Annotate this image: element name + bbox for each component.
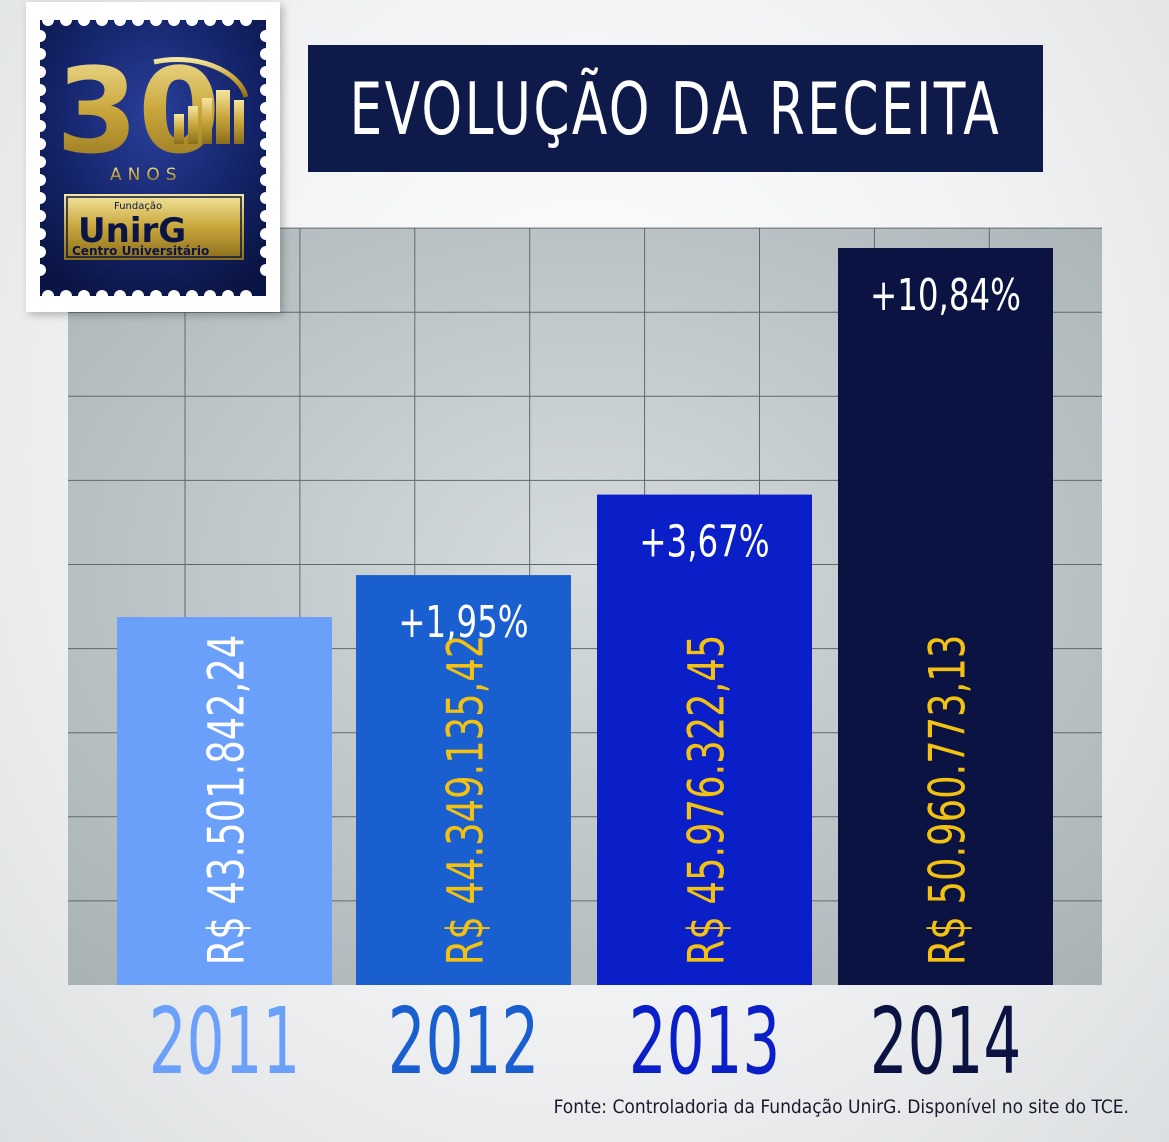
value-label-2012: R$ 44.349.135,42	[437, 635, 495, 966]
bar-2011	[117, 617, 332, 985]
bar-2012	[356, 575, 571, 985]
growth-label-2014: +10,84%	[870, 271, 1021, 321]
value-label-2014: R$ 50.960.773,13	[919, 635, 977, 966]
page-title: EVOLUÇÃO DA RECEITA	[349, 66, 1002, 151]
year-label-2013: 2013	[629, 988, 781, 1095]
title-banner: EVOLUÇÃO DA RECEITA	[308, 45, 1043, 172]
growth-label-2012: +1,95%	[398, 598, 528, 648]
value-label-2013: R$ 45.976.322,45	[678, 635, 736, 966]
unirg-30-anos-logo: 30 ANOS Fundação UnirG Centro Universitá…	[34, 14, 272, 302]
bar-2014	[838, 248, 1053, 985]
logo-fundacao: Fundação	[114, 201, 162, 212]
source-note: Fonte: Controladoria da Fundação UnirG. …	[553, 1096, 1129, 1118]
value-label-2011: R$ 43.501.842,24	[198, 635, 256, 966]
logo-brand: UnirG	[78, 211, 186, 251]
bar-2013	[597, 494, 812, 985]
logo-stamp: 30 ANOS Fundação UnirG Centro Universitá…	[26, 2, 280, 312]
year-label-2011: 2011	[149, 988, 301, 1095]
year-label-2014: 2014	[870, 988, 1022, 1095]
year-label-2012: 2012	[388, 988, 540, 1095]
growth-label-2013: +3,67%	[639, 517, 769, 567]
logo-anos: ANOS	[110, 165, 183, 185]
logo-subtitle: Centro Universitário	[72, 244, 209, 258]
